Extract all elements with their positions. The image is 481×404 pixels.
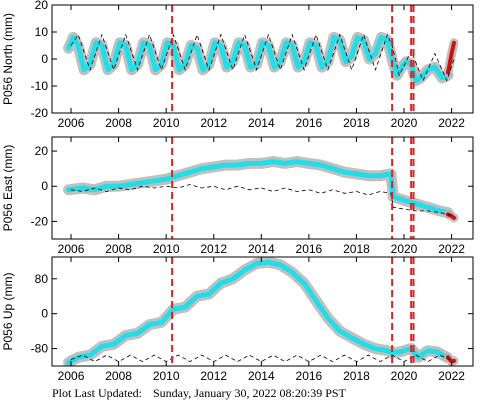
plot-updated-footer: Plot Last Updated: Sunday, January 30, 2… bbox=[52, 386, 346, 401]
east-axis-frame bbox=[51, 136, 474, 240]
east-x-tick-label: 2022 bbox=[438, 242, 465, 256]
up-y-axis-label: P056 Up (mm) bbox=[1, 272, 15, 350]
up-y-tick-label: 80 bbox=[35, 272, 49, 286]
east-x-tick-label: 2014 bbox=[248, 242, 275, 256]
east-x-tick-label: 2016 bbox=[296, 242, 323, 256]
up-x-tick-label: 2010 bbox=[153, 369, 180, 383]
east-y-axis-label: P056 East (mm) bbox=[1, 145, 15, 232]
north-model-series bbox=[70, 33, 455, 82]
up-data-series bbox=[66, 259, 450, 365]
up-x-tick-label: 2006 bbox=[58, 369, 85, 383]
north-x-tick-label: 2022 bbox=[438, 116, 465, 130]
east-x-tick-label: 2006 bbox=[58, 242, 85, 256]
footer-label: Plot Last Updated: bbox=[52, 386, 142, 400]
north-y-tick-label: 10 bbox=[35, 25, 49, 39]
up-axis-frame bbox=[51, 256, 474, 367]
north-y-tick-label: 20 bbox=[35, 0, 49, 12]
up-panel: 2006 2008 2010 2012 2014 2016 2018 2020 2022 -80 0… bbox=[1, 256, 474, 383]
north-panel: 2006 2008 2010 2012 2014 2016 2018 2020 2022-20-… bbox=[1, 0, 474, 130]
up-x-tick-label: 2012 bbox=[200, 369, 227, 383]
east-x-tick-label: 2018 bbox=[343, 242, 370, 256]
north-y-tick-label: 0 bbox=[41, 52, 48, 66]
east-panel: 2006 2008 2010 2012 2014 2016 2018 2020 2022 -20 0… bbox=[1, 136, 474, 256]
up-x-tick-label: 2014 bbox=[248, 369, 275, 383]
east-x-tick-label: 2020 bbox=[391, 242, 418, 256]
north-x-tick-label: 2018 bbox=[343, 116, 370, 130]
up-plot-area bbox=[63, 257, 459, 366]
east-y-tick-label: -20 bbox=[31, 214, 49, 228]
north-x-tick-label: 2020 bbox=[391, 116, 418, 130]
east-x-tick-label: 2012 bbox=[200, 242, 227, 256]
north-x-tick-label: 2012 bbox=[200, 116, 227, 130]
up-x-tick-label: 2022 bbox=[438, 369, 465, 383]
up-x-tick-label: 2020 bbox=[391, 369, 418, 383]
up-y-tick-label: -80 bbox=[31, 342, 49, 356]
north-x-tick-label: 2016 bbox=[296, 116, 323, 130]
up-error-band bbox=[63, 257, 453, 366]
east-y-tick-label: 20 bbox=[35, 144, 49, 158]
east-model-series bbox=[70, 184, 455, 217]
north-x-tick-label: 2014 bbox=[248, 116, 275, 130]
east-x-tick-label: 2008 bbox=[105, 242, 132, 256]
east-y-tick-label: 0 bbox=[41, 179, 48, 193]
north-plot-area bbox=[63, 5, 459, 113]
up-x-tick-label: 2016 bbox=[296, 369, 323, 383]
north-data-series bbox=[66, 34, 451, 84]
up-x-tick-label: 2008 bbox=[105, 369, 132, 383]
up-model-series bbox=[70, 354, 455, 363]
up-x-tick-label: 2018 bbox=[343, 369, 370, 383]
east-x-tick-label: 2010 bbox=[153, 242, 180, 256]
north-y-tick-label: -20 bbox=[31, 106, 49, 120]
north-y-tick-label: -10 bbox=[31, 79, 49, 93]
north-x-tick-label: 2006 bbox=[58, 116, 85, 130]
north-x-tick-label: 2010 bbox=[153, 116, 180, 130]
north-x-tick-label: 2008 bbox=[105, 116, 132, 130]
footer-timestamp: Sunday, January 30, 2022 08:20:39 PST bbox=[153, 386, 346, 400]
north-y-axis-label: P056 North (mm) bbox=[1, 13, 15, 105]
north-recent-series bbox=[446, 40, 456, 75]
up-y-tick-label: 0 bbox=[41, 307, 48, 321]
east-plot-area bbox=[63, 137, 459, 239]
